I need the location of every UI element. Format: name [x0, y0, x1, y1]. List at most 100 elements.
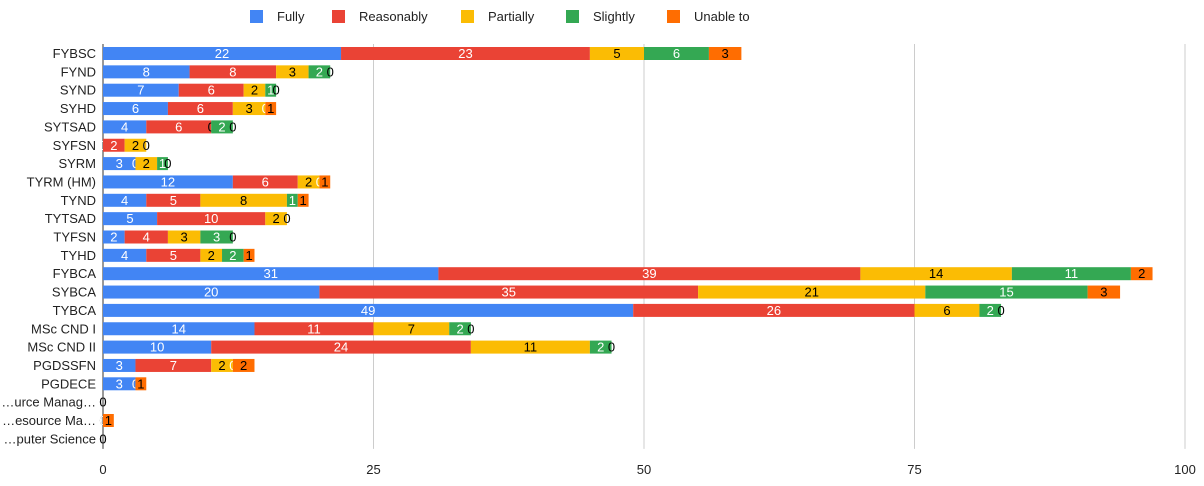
data-label: 2: [132, 138, 139, 153]
data-label: 2: [218, 358, 225, 373]
data-label: 6: [943, 303, 950, 318]
category-label: TYRM (HM): [27, 174, 96, 189]
data-label: 0: [229, 230, 236, 245]
data-label: 3: [181, 230, 188, 245]
data-label: 4: [121, 119, 128, 134]
category-label: SYTSAD: [44, 119, 96, 134]
category-label: SYBCA: [52, 285, 96, 300]
data-label: 23: [458, 46, 472, 61]
legend-label: Partially: [488, 9, 535, 24]
data-label: 39: [642, 266, 656, 281]
data-label: 12: [161, 174, 175, 189]
bar-segment-reasonably: [146, 248, 201, 262]
bar-segment-fully: [103, 230, 125, 244]
legend-swatch: [667, 10, 680, 23]
data-label: 6: [208, 83, 215, 98]
x-tick-label: 75: [907, 462, 921, 477]
bar-segment-partially: [135, 157, 158, 171]
bar-segment-reasonably: [124, 230, 168, 244]
x-axis-tick-labels: 0 25 50 75 100: [99, 462, 1195, 477]
bar-segment-reasonably: [319, 285, 699, 299]
data-label: 6: [132, 101, 139, 116]
bar-segment-partially: [373, 322, 450, 336]
data-label: 7: [137, 83, 144, 98]
x-tick-label: 0: [99, 462, 106, 477]
bar-segment-reasonably: [633, 303, 915, 317]
category-label: SYHD: [60, 101, 96, 116]
data-label: 1: [267, 83, 274, 98]
bar-segment-reasonably: [157, 212, 266, 226]
bar-segment-slightly: [589, 340, 612, 354]
data-label: 5: [170, 248, 177, 263]
bar-segment-slightly: [925, 285, 1088, 299]
data-label: 2: [110, 230, 117, 245]
bar-segment-partially: [589, 47, 644, 60]
data-label: 14: [172, 321, 186, 336]
data-label: 4: [121, 248, 128, 263]
data-label: 3: [722, 46, 729, 61]
bars: 2223563883207621066301460200220030210126…: [99, 46, 1153, 446]
legend-swatch: [566, 10, 579, 23]
data-label: 2: [218, 119, 225, 134]
data-label: 0: [99, 431, 106, 446]
bar-segment-unable-to: [265, 102, 277, 116]
bar-segment-fully: [103, 193, 147, 207]
bar-segment-reasonably: [178, 83, 244, 97]
data-label: 2: [208, 248, 215, 263]
bar-segment-fully: [103, 322, 255, 336]
category-label: TYTSAD: [45, 211, 96, 226]
bar-segment-fully: [103, 377, 136, 391]
data-label: 8: [229, 64, 236, 79]
bar-segment-fully: [103, 303, 634, 317]
bar-segment-unable-to: [243, 248, 255, 262]
data-label: 5: [126, 211, 133, 226]
data-label: 0: [229, 119, 236, 134]
data-label: 0: [99, 431, 106, 446]
data-label: 0: [164, 156, 171, 171]
data-label: 11: [524, 340, 538, 355]
category-label: TYHD: [61, 248, 96, 263]
data-label: 2: [987, 303, 994, 318]
data-label: 21: [804, 285, 818, 300]
category-label: SYRM: [58, 156, 96, 171]
bar-segment-partially: [914, 303, 980, 317]
data-label: 4: [121, 193, 128, 208]
data-label: 6: [175, 119, 182, 134]
bar-segment-partially: [470, 340, 590, 354]
bar-segment-partially: [211, 358, 233, 372]
data-label: 7: [170, 358, 177, 373]
bar-segment-unable-to: [103, 414, 114, 427]
bar-segment-fully: [103, 157, 136, 171]
data-label: 2: [229, 248, 236, 263]
bar-segment-reasonably: [146, 120, 212, 134]
data-label: 10: [150, 340, 164, 355]
bar-segment-fully: [103, 120, 147, 134]
data-label: 11: [1065, 266, 1079, 281]
x-tick-label: 100: [1174, 462, 1196, 477]
data-label: 0: [99, 395, 106, 410]
category-label: FYBCA: [53, 266, 97, 281]
bar-segment-fully: [103, 65, 190, 79]
bar-segment-fully: [103, 248, 147, 262]
data-label: 0: [99, 431, 106, 446]
bar-segment-unable-to: [232, 358, 255, 372]
data-label: 1: [105, 413, 112, 428]
data-label: 0: [283, 211, 290, 226]
data-label: 8: [143, 64, 150, 79]
data-label: 0: [99, 395, 106, 410]
bar-segment-partially: [167, 230, 201, 244]
category-label: TYFSN: [53, 230, 96, 245]
bar-segment-partially: [297, 175, 320, 189]
bar-segment-fully: [103, 285, 320, 299]
category-label: MSc CND I: [31, 321, 96, 336]
bar-segment-partially: [698, 285, 926, 299]
legend-label: Slightly: [593, 9, 635, 24]
bar-segment-fully: [103, 83, 179, 97]
data-label: 2: [1138, 266, 1145, 281]
bar-segment-fully: [103, 267, 439, 281]
data-label: 3: [1100, 285, 1107, 300]
category-label: FYND: [61, 64, 96, 79]
data-label: 10: [204, 211, 218, 226]
data-label: 1: [289, 193, 296, 208]
data-label: 2: [456, 321, 463, 336]
